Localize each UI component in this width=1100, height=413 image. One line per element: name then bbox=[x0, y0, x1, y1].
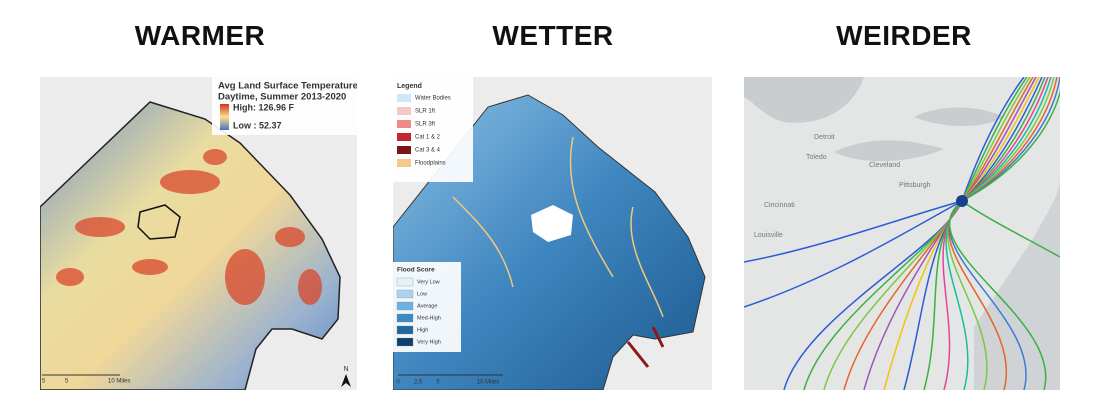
legend-item: Low : 52.37 bbox=[233, 120, 282, 130]
lake bbox=[744, 77, 864, 123]
legend-swatch bbox=[396, 325, 414, 335]
legend-item: High bbox=[417, 327, 428, 333]
north-arrow bbox=[341, 374, 351, 387]
legend-title: Daytime, Summer 2013-2020 bbox=[218, 92, 346, 103]
legend-swatch bbox=[397, 94, 411, 102]
scale-label: 10 Miles bbox=[477, 380, 499, 386]
legend-item: Cat 3 & 4 bbox=[415, 148, 441, 154]
legend-item: Floodplains bbox=[415, 161, 446, 167]
temperature-map: Avg Land Surface Temperature Daytime, Su… bbox=[40, 77, 357, 390]
hot-spots bbox=[56, 149, 322, 305]
legend-title: Flood Score bbox=[397, 267, 435, 274]
place-label: Cleveland bbox=[869, 162, 900, 169]
place-labels: Detroit Toledo Cleveland Pittsburgh Cincinna… bbox=[754, 134, 931, 239]
legend-swatch bbox=[397, 133, 411, 141]
scale-label: 0 bbox=[396, 380, 400, 386]
storm-track bbox=[744, 200, 963, 308]
heading: WEIRDER bbox=[836, 20, 972, 51]
legend-swatch bbox=[396, 289, 414, 299]
ocean bbox=[974, 177, 1060, 390]
legend-swatch bbox=[397, 159, 411, 167]
legend-swatch bbox=[396, 337, 414, 347]
legend-item: SLR 3ft bbox=[415, 122, 435, 128]
place-label: Pittsburgh bbox=[899, 182, 931, 189]
legend-title: Legend bbox=[397, 83, 422, 90]
storm-track-map: Detroit Toledo Cleveland Pittsburgh Cincinna… bbox=[744, 77, 1060, 390]
storm-surge bbox=[626, 326, 665, 368]
scale-label: 2.5 bbox=[414, 380, 423, 386]
legend-item: Average bbox=[417, 303, 437, 309]
legend-swatch bbox=[396, 313, 414, 323]
floodplain bbox=[452, 136, 664, 318]
scale-label: 5 bbox=[436, 380, 440, 386]
scale-label: 5 bbox=[42, 379, 46, 385]
place-label: Detroit bbox=[814, 134, 835, 141]
legend-item: High: 126.96 F bbox=[233, 102, 295, 112]
storm-track bbox=[961, 200, 1060, 258]
legend-item: Low bbox=[417, 291, 427, 297]
lake bbox=[834, 140, 944, 162]
legend-swatch bbox=[397, 120, 411, 128]
legend-title: Avg Land Surface Temperature bbox=[218, 81, 357, 92]
flood-score-legend: Flood Score Very Low Low Average Med-High Hig… bbox=[396, 267, 441, 347]
legend-box bbox=[212, 77, 357, 135]
heading: WARMER bbox=[134, 20, 266, 51]
legend-swatch bbox=[397, 146, 411, 154]
place-label: Toledo bbox=[806, 154, 827, 161]
legend: Legend Water Bodies SLR 1ft SLR 3ft Cat 1 & … bbox=[397, 83, 451, 167]
legend-swatch bbox=[396, 301, 414, 311]
city-boundary bbox=[137, 204, 181, 240]
heading: WETTER bbox=[492, 20, 614, 51]
legend-item: Water Bodies bbox=[415, 96, 451, 102]
legend-swatch bbox=[396, 277, 414, 287]
legend-item: Med-High bbox=[417, 315, 441, 321]
legend-item: Very High bbox=[417, 339, 441, 345]
scale: 0 2.5 5 10 Miles bbox=[396, 380, 499, 386]
place-label: Cincinnati bbox=[764, 202, 795, 209]
lake bbox=[914, 107, 1004, 126]
storm-tracks bbox=[744, 77, 1060, 390]
storm-track bbox=[744, 200, 963, 263]
legend-item: SLR 1ft bbox=[415, 109, 435, 115]
city-area bbox=[531, 205, 573, 242]
location-pin bbox=[956, 195, 968, 207]
scale-label: 10 Miles bbox=[108, 379, 130, 385]
flood-map: Legend Water Bodies SLR 1ft SLR 3ft Cat 1 & … bbox=[393, 77, 712, 390]
north-label: N bbox=[343, 366, 348, 373]
legend-swatch bbox=[397, 107, 411, 115]
legend-item: Cat 1 & 2 bbox=[415, 135, 441, 141]
scale-label: 5 bbox=[65, 379, 69, 385]
color-ramp bbox=[220, 104, 229, 130]
place-label: Louisville bbox=[754, 232, 783, 239]
legend-item: Very Low bbox=[417, 279, 440, 285]
storm-track bbox=[948, 89, 1060, 390]
